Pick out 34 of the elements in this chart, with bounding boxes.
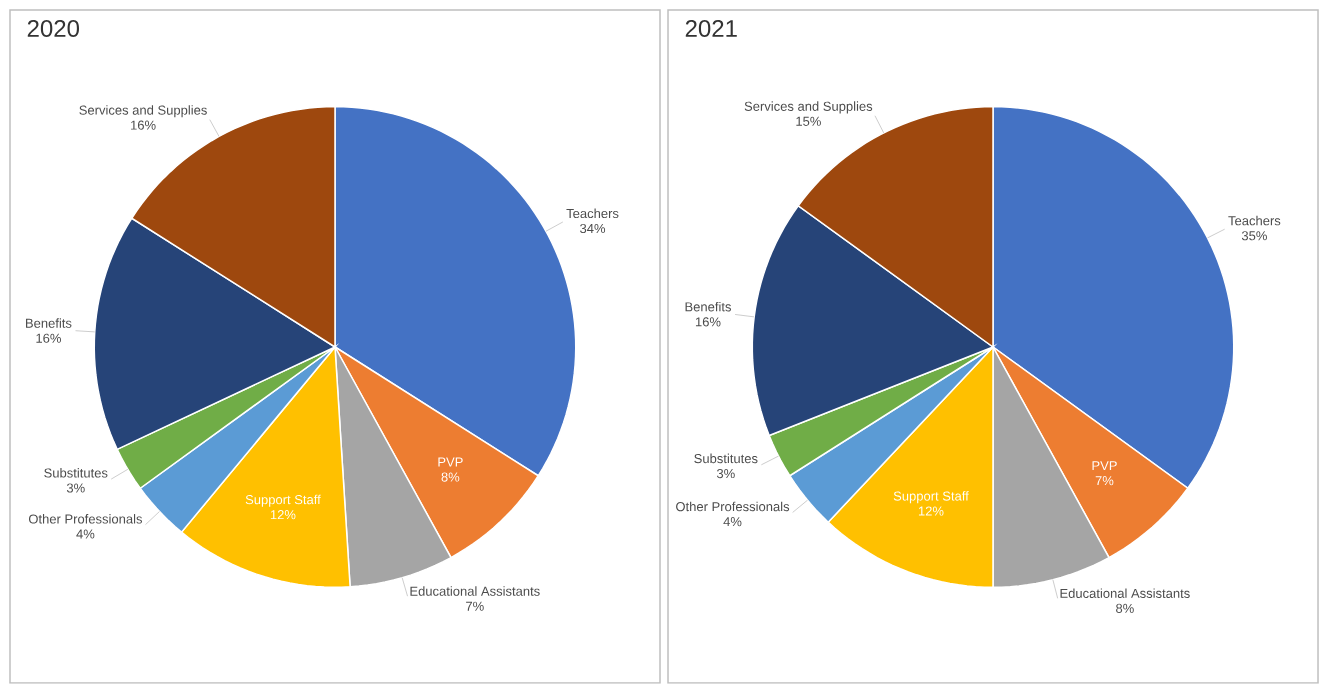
slice-label: Benefits — [26, 318, 72, 328]
slice-label: Educational Assistants — [410, 586, 540, 596]
data-label: 8% — [441, 472, 460, 482]
chart-title: 2020 — [27, 20, 80, 38]
data-label: 4% — [723, 517, 742, 527]
data-label: 16% — [131, 120, 156, 130]
data-label: 15% — [796, 116, 821, 127]
slice-label: Teachers — [1228, 215, 1281, 226]
data-label: 34% — [580, 224, 606, 234]
data-label: 7% — [1095, 476, 1114, 486]
data-label: 3% — [66, 483, 85, 493]
data-label: 3% — [716, 469, 735, 479]
slice-label: Services and Supplies — [744, 101, 873, 114]
data-label: 16% — [695, 317, 721, 327]
slice-label: Support Staff — [245, 494, 321, 507]
slice-label: PVP — [1092, 461, 1117, 471]
data-label: 4% — [76, 529, 95, 539]
slice-label: PVP — [438, 457, 463, 467]
chart-title: 2021 — [685, 20, 737, 38]
slice-label: Other Professionals — [28, 514, 143, 524]
slice-label: Substitutes — [694, 453, 758, 464]
data-label: 12% — [918, 506, 944, 516]
data-label: 12% — [270, 510, 296, 520]
slice-label: Other Professionals — [676, 501, 790, 512]
data-label: 16% — [36, 333, 61, 343]
slice-label: Substitutes — [44, 468, 108, 478]
data-label: 7% — [466, 601, 484, 611]
slice-label: Teachers — [566, 208, 619, 219]
data-label: 35% — [1241, 231, 1267, 241]
slice-label: Benefits — [685, 302, 731, 312]
data-label: 8% — [1116, 603, 1134, 614]
slice-label: Services and Supplies — [79, 105, 207, 118]
slice-label: Educational Assistants — [1060, 588, 1190, 599]
slice-label: Support Staff — [893, 491, 969, 504]
